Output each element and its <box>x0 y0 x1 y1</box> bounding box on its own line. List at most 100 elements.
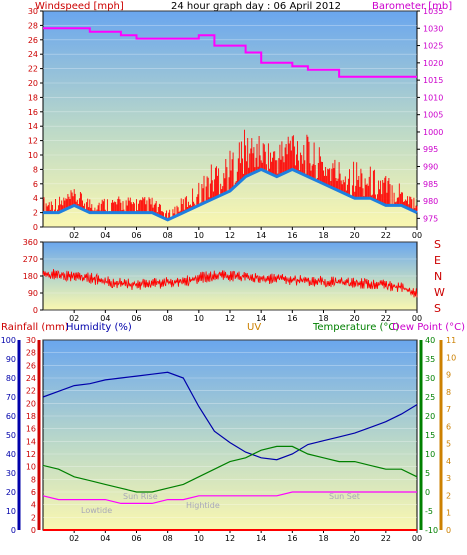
uv-axis-tick-label: 9 <box>446 371 451 380</box>
rainfall-axis-tick-label: 6 <box>31 488 36 497</box>
uv-axis-tick-label: 0 <box>446 526 451 535</box>
rain-x-tick-label: 00 <box>412 534 422 543</box>
sunset-label: Sun Set <box>329 492 360 501</box>
direction-x-tick-label: 18 <box>318 314 328 323</box>
rainfall-axis-tick-label: 24 <box>26 374 36 383</box>
direction-x-tick-label: 06 <box>131 314 141 323</box>
rainfall-axis-tick-label: 8 <box>31 475 36 484</box>
windspeed-axis-tick-label: 0 <box>33 223 38 232</box>
rainfall-axis-tick-label: 0 <box>31 526 36 535</box>
wind-x-tick-label: 20 <box>350 231 360 240</box>
wind-x-tick-label: 10 <box>194 231 204 240</box>
rain-plot-layer: 0246810121416182022242628300102030405060… <box>1 336 456 543</box>
rain-x-tick-label: 14 <box>256 534 266 543</box>
wind-x-tick-label: 00 <box>412 231 422 240</box>
barometer-axis-tick-label: 975 <box>423 214 438 223</box>
humidity-series <box>42 371 418 461</box>
temperature-axis-label: Temperature (°C) <box>312 322 399 333</box>
windspeed-axis-tick-label: 12 <box>28 137 38 146</box>
windspeed-axis-tick-label: 6 <box>33 180 38 189</box>
rain-x-tick-label: 06 <box>131 534 141 543</box>
humidity-axis-tick-label: 80 <box>6 374 16 383</box>
rainfall-axis-tick-label: 16 <box>26 425 36 434</box>
barometer-axis-tick-label: 1025 <box>423 42 443 51</box>
barometer-axis-tick-label: 1035 <box>423 7 443 16</box>
sunrise-label: Sun Rise <box>123 492 158 501</box>
rainfall-axis-tick-label: 20 <box>26 399 36 408</box>
direction-axis-tick-label: 270 <box>23 255 38 264</box>
direction-axis-tick-label: 180 <box>23 272 38 281</box>
temperature-axis-tick-label: -10 <box>425 526 438 535</box>
hightide-label: Hightide <box>186 501 220 510</box>
rain-x-tick-label: 04 <box>100 534 110 543</box>
barometer-axis-tick-label: 980 <box>423 197 438 206</box>
compass-label-east: E <box>434 254 441 267</box>
temperature-axis-tick-label: 5 <box>425 469 430 478</box>
rainfall-axis-tick-label: 4 <box>31 501 36 510</box>
direction-x-tick-label: 12 <box>225 314 235 323</box>
direction-plot-layer: 0 90 180 270 360 02 04 06 08 10 12 14 16 18 20 22 00 <box>23 238 422 323</box>
compass-label-south-bottom: S <box>434 302 441 315</box>
windspeed-axis-tick-label: 2 <box>33 209 38 218</box>
uv-axis-tick-label: 7 <box>446 405 451 414</box>
barometer-axis-tick-label: 985 <box>423 180 438 189</box>
temperature-series <box>42 445 418 493</box>
rain-x-tick-label: 22 <box>381 534 391 543</box>
humidity-axis-tick-label: 10 <box>6 507 16 516</box>
rain-plot-area <box>42 339 418 531</box>
temperature-axis-tick-label: 10 <box>425 450 435 459</box>
direction-axis-tick-label: 360 <box>23 238 38 247</box>
direction-x-tick-label: 04 <box>100 314 110 323</box>
windspeed-axis-tick-label: 20 <box>28 79 38 88</box>
uv-axis-tick-label: 6 <box>446 422 451 431</box>
wind-x-tick-label: 22 <box>381 231 391 240</box>
rain-x-tick-label: 18 <box>318 534 328 543</box>
direction-x-tick-label: 08 <box>163 314 173 323</box>
wind-x-tick-label: 16 <box>287 231 297 240</box>
dewpoint-series <box>42 491 417 504</box>
temperature-axis-tick-label: 30 <box>425 374 435 383</box>
barometer-axis-tick-label: 1010 <box>423 93 443 102</box>
barometer-axis-tick-label: 990 <box>423 163 438 172</box>
rainfall-axis-tick-label: 28 <box>26 349 36 358</box>
wind-x-tick-label: 08 <box>163 231 173 240</box>
barometer-axis-label: Barometer [mb] <box>372 1 452 12</box>
dewpoint-axis-label: Dew Point (°C) <box>392 322 465 333</box>
direction-x-tick-label: 02 <box>69 314 79 323</box>
humidity-axis-tick-label: 60 <box>6 412 16 421</box>
wind-x-tick-label: 14 <box>256 231 266 240</box>
rainfall-axis-tick-label: 14 <box>26 437 36 446</box>
barometer-axis-tick-label: 995 <box>423 145 438 154</box>
rainfall-axis-tick-label: 30 <box>26 336 36 345</box>
wind-x-tick-label: 12 <box>225 231 235 240</box>
rain-x-tick-label: 10 <box>194 534 204 543</box>
humidity-axis-tick-label: 100 <box>1 336 16 345</box>
windspeed-axis-tick-label: 8 <box>33 165 38 174</box>
uv-axis-tick-label: 2 <box>446 491 451 500</box>
windspeed-axis-tick-label: 22 <box>28 65 38 74</box>
compass-label-north: N <box>434 270 442 283</box>
temperature-axis-tick-label: 35 <box>425 355 435 364</box>
direction-axis-tick-label: 90 <box>28 289 38 298</box>
rainfall-axis-tick-label: 10 <box>26 463 36 472</box>
chart-title: 24 hour graph day : 06 April 2012 <box>171 1 341 12</box>
windspeed-axis-tick-label: 30 <box>28 7 38 16</box>
barometer-axis-tick-label: 1030 <box>423 24 443 33</box>
rain-x-tick-label: 02 <box>69 534 79 543</box>
windspeed-axis-tick-label: 24 <box>28 50 38 59</box>
temperature-axis-tick-label: -5 <box>425 507 433 516</box>
uv-axis-tick-label: 8 <box>446 388 451 397</box>
direction-x-tick-label: 22 <box>381 314 391 323</box>
direction-x-tick-label: 14 <box>256 314 266 323</box>
barometer-axis-tick-label: 1015 <box>423 76 443 85</box>
humidity-axis-tick-label: 0 <box>11 526 16 535</box>
wind-average-series <box>43 167 418 222</box>
uv-axis-tick-label: 10 <box>446 353 456 362</box>
humidity-axis-label: Humidity (%) <box>66 322 132 333</box>
uv-axis-tick-label: 3 <box>446 474 451 483</box>
rainfall-axis-tick-label: 2 <box>31 513 36 522</box>
windspeed-axis-tick-label: 16 <box>28 108 38 117</box>
humidity-axis-tick-label: 20 <box>6 488 16 497</box>
humidity-axis-tick-label: 30 <box>6 469 16 478</box>
